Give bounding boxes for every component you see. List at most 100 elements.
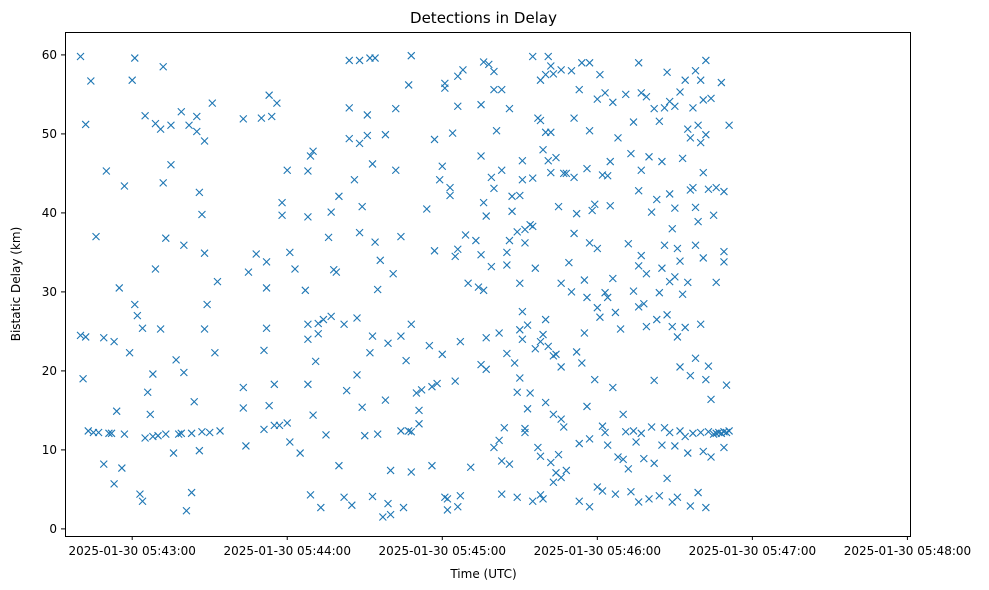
data-point bbox=[634, 498, 643, 506]
data-point bbox=[366, 348, 374, 357]
data-point bbox=[681, 76, 690, 85]
data-point bbox=[384, 499, 392, 508]
data-point bbox=[624, 239, 633, 248]
data-point bbox=[428, 461, 436, 470]
data-point bbox=[528, 174, 537, 183]
data-point bbox=[438, 350, 447, 359]
data-point bbox=[430, 246, 439, 255]
data-point bbox=[304, 167, 312, 175]
data-point bbox=[105, 429, 113, 438]
data-point bbox=[557, 363, 566, 371]
data-point bbox=[549, 69, 558, 78]
data-point bbox=[521, 428, 529, 437]
data-point bbox=[283, 419, 292, 427]
data-point bbox=[291, 265, 299, 273]
data-point bbox=[670, 102, 679, 111]
data-point bbox=[701, 503, 710, 512]
data-point bbox=[76, 331, 85, 340]
data-point bbox=[611, 490, 620, 499]
data-point bbox=[523, 404, 532, 413]
data-point bbox=[143, 388, 152, 397]
data-point bbox=[691, 354, 700, 363]
data-point bbox=[376, 256, 385, 265]
data-point bbox=[541, 398, 550, 407]
data-point bbox=[614, 453, 622, 461]
data-point bbox=[446, 191, 454, 200]
data-point bbox=[583, 293, 591, 302]
data-point bbox=[686, 502, 695, 510]
data-point bbox=[720, 443, 728, 452]
data-point bbox=[570, 114, 578, 122]
data-point bbox=[515, 374, 524, 382]
data-point bbox=[487, 173, 496, 182]
data-point bbox=[650, 459, 659, 468]
plot-frame bbox=[65, 32, 911, 537]
data-point bbox=[567, 66, 576, 75]
data-point bbox=[505, 236, 514, 245]
data-point bbox=[557, 473, 566, 482]
data-point bbox=[213, 277, 222, 286]
data-point bbox=[81, 333, 90, 341]
data-point bbox=[668, 224, 677, 233]
y-axis-label: Bistatic Delay (km) bbox=[9, 227, 23, 342]
y-tick-label: 40 bbox=[42, 206, 57, 220]
data-point bbox=[285, 248, 294, 257]
data-point bbox=[368, 160, 377, 168]
data-point bbox=[546, 62, 555, 70]
data-point bbox=[580, 329, 589, 337]
data-point bbox=[309, 411, 317, 420]
data-point bbox=[76, 52, 85, 61]
data-point bbox=[621, 90, 630, 99]
data-point bbox=[492, 126, 501, 135]
data-point bbox=[554, 450, 563, 459]
data-point bbox=[102, 167, 111, 175]
data-point bbox=[443, 506, 452, 514]
data-point bbox=[683, 449, 692, 457]
data-point bbox=[673, 493, 682, 502]
data-point bbox=[148, 370, 157, 378]
data-point bbox=[526, 389, 535, 397]
data-point bbox=[634, 261, 643, 270]
data-point bbox=[681, 432, 690, 441]
data-point bbox=[368, 492, 377, 501]
data-point bbox=[536, 116, 545, 125]
data-point bbox=[668, 322, 677, 331]
data-point bbox=[663, 310, 671, 319]
data-point bbox=[239, 404, 248, 412]
data-point bbox=[650, 104, 659, 113]
data-point bbox=[670, 273, 679, 281]
data-point bbox=[314, 329, 323, 338]
data-point bbox=[601, 88, 609, 97]
data-point bbox=[676, 88, 684, 96]
data-point bbox=[673, 244, 682, 253]
data-point bbox=[575, 497, 584, 506]
data-point bbox=[422, 205, 431, 213]
data-point bbox=[629, 287, 638, 295]
x-tick-label: 2025-01-30 05:46:00 bbox=[534, 544, 661, 558]
data-point bbox=[570, 229, 578, 238]
data-point bbox=[169, 449, 178, 457]
x-tick-label: 2025-01-30 05:48:00 bbox=[844, 544, 971, 558]
data-point bbox=[262, 257, 271, 266]
data-point bbox=[515, 325, 524, 334]
data-point bbox=[544, 52, 553, 61]
data-point bbox=[673, 333, 682, 341]
data-point bbox=[353, 314, 361, 322]
data-point bbox=[381, 130, 390, 139]
data-point bbox=[138, 324, 147, 333]
data-point bbox=[407, 468, 416, 476]
data-point bbox=[536, 337, 545, 346]
data-point bbox=[79, 374, 87, 383]
data-point bbox=[696, 76, 705, 85]
data-point bbox=[304, 212, 312, 221]
data-point bbox=[720, 247, 728, 256]
data-point bbox=[497, 457, 506, 465]
data-point bbox=[210, 348, 219, 357]
data-point bbox=[544, 342, 553, 351]
data-point bbox=[200, 249, 209, 258]
data-point bbox=[608, 98, 617, 107]
data-point bbox=[353, 370, 361, 379]
data-point bbox=[482, 333, 491, 342]
data-point bbox=[572, 348, 581, 356]
data-point bbox=[451, 252, 460, 261]
